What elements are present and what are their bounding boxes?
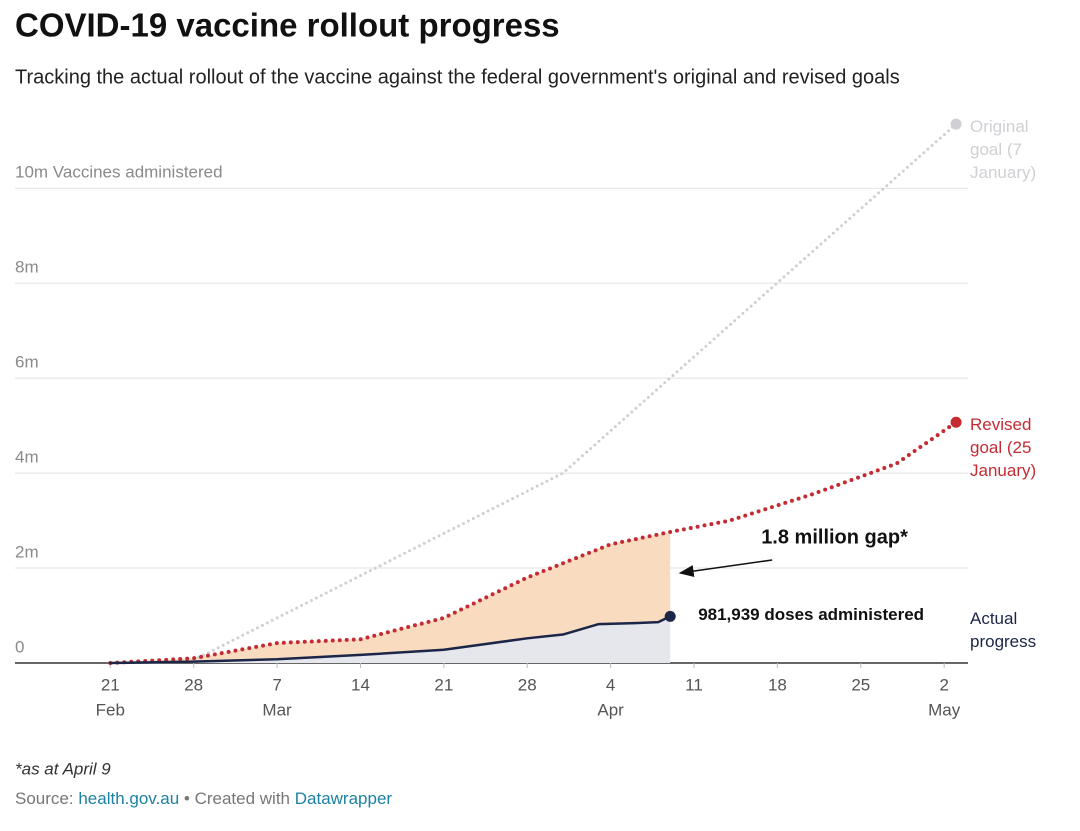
- x-tick-label: 14: [351, 675, 370, 694]
- x-tick-label: 2: [939, 675, 948, 694]
- series-label: Actual progress: [970, 609, 1037, 652]
- end-dot: [950, 416, 962, 428]
- x-month-label: Feb: [96, 700, 125, 719]
- series-label: Original goal (7 January): [970, 117, 1037, 183]
- x-month-label: Mar: [262, 700, 292, 719]
- credit-link[interactable]: Datawrapper: [295, 789, 393, 808]
- annotation: 1.8 million gap*: [761, 526, 908, 548]
- y-tick-label: 2m: [15, 543, 39, 562]
- y-tick-label: 0: [15, 637, 24, 656]
- x-tick-label: 28: [518, 675, 537, 694]
- footnote: *as at April 9: [15, 759, 111, 778]
- source: Source: health.gov.au • Created with Dat…: [15, 789, 392, 808]
- x-tick-label: 7: [272, 675, 281, 694]
- chart-subtitle: Tracking the actual rollout of the vacci…: [15, 66, 900, 88]
- x-month-label: Apr: [597, 700, 624, 719]
- chart-title: COVID-19 vaccine rollout progress: [15, 7, 560, 44]
- y-tick-label: 10m Vaccines administered: [15, 163, 223, 182]
- x-month-label: May: [928, 700, 961, 719]
- x-tick-label: 4: [606, 675, 615, 694]
- x-tick-label: 21: [434, 675, 453, 694]
- value-label: 981,939 doses administered: [698, 605, 924, 624]
- y-tick-label: 8m: [15, 258, 39, 277]
- series-label: Revised goal (25 January): [970, 415, 1037, 481]
- x-tick-label: 18: [768, 675, 787, 694]
- y-tick-label: 6m: [15, 353, 39, 372]
- actual-area: [110, 616, 671, 663]
- source-link[interactable]: health.gov.au: [78, 789, 179, 808]
- end-dot: [664, 610, 676, 622]
- y-tick-label: 4m: [15, 448, 39, 467]
- annotation-arrow: [678, 559, 773, 578]
- series-line: [192, 122, 958, 662]
- gap-area: [110, 531, 671, 663]
- source-label: Source:: [15, 789, 74, 808]
- x-tick-label: 25: [851, 675, 870, 694]
- series-line: [108, 420, 959, 665]
- x-tick-label: 28: [184, 675, 203, 694]
- end-dot: [950, 118, 962, 130]
- x-tick-label: 11: [685, 675, 703, 694]
- x-tick-label: 21: [101, 675, 120, 694]
- separator: •: [184, 789, 190, 808]
- series-line: [109, 615, 672, 665]
- credit: Created with: [195, 789, 290, 808]
